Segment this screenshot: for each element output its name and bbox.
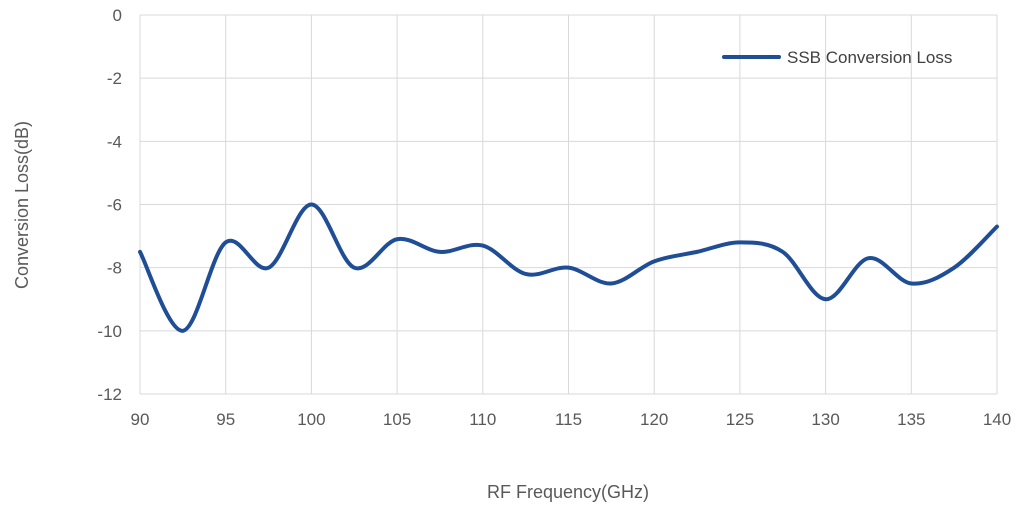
x-tick-label-110: 110 <box>469 410 496 429</box>
x-tick-label-95: 95 <box>216 410 235 429</box>
series-layer <box>138 202 999 333</box>
x-tick-label-100: 100 <box>297 410 325 429</box>
legend-label-ssb-conversion-loss: SSB Conversion Loss <box>787 48 952 67</box>
horizontal-gridlines <box>140 14 997 395</box>
x-tick-label-125: 125 <box>726 410 754 429</box>
x-tick-label-135: 135 <box>897 410 925 429</box>
x-tick-label-115: 115 <box>555 410 582 429</box>
x-tick-label-130: 130 <box>811 410 839 429</box>
x-tick-label-90: 90 <box>131 410 150 429</box>
y-tick-label-neg10: -10 <box>97 322 122 341</box>
y-axis-tick-labels: 0 -2 -4 -6 -8 -10 -12 <box>97 6 122 404</box>
y-tick-label-0: 0 <box>113 6 122 25</box>
y-axis-title: Conversion Loss(dB) <box>12 121 32 289</box>
y-tick-label-neg8: -8 <box>107 259 122 278</box>
y-tick-label-neg12: -12 <box>97 385 122 404</box>
y-tick-label-neg4: -4 <box>107 132 122 151</box>
y-tick-label-neg6: -6 <box>107 196 122 215</box>
legend: SSB Conversion Loss <box>722 48 952 67</box>
x-tick-label-120: 120 <box>640 410 668 429</box>
x-tick-label-105: 105 <box>383 410 411 429</box>
x-axis-tick-labels: 90 95 100 105 110 115 120 125 130 135 140 <box>131 410 1012 429</box>
y-tick-label-neg2: -2 <box>107 69 122 88</box>
series-line-ssb-conversion-loss <box>138 202 999 333</box>
x-tick-label-140: 140 <box>983 410 1011 429</box>
x-axis-title: RF Frequency(GHz) <box>487 482 649 502</box>
